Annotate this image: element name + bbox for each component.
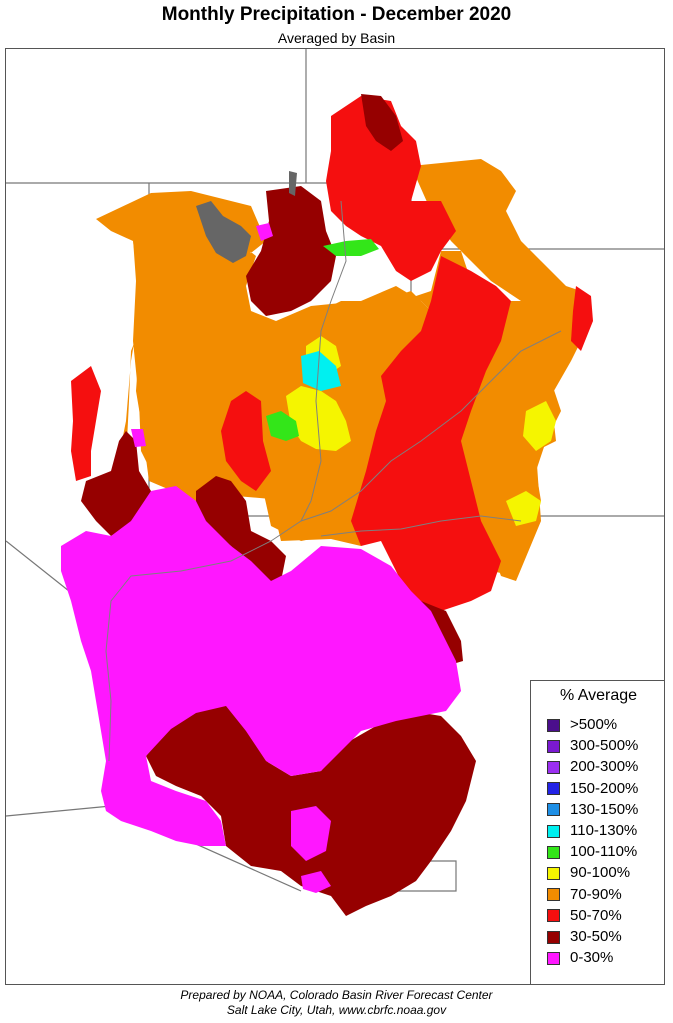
legend-label: 200-300% — [570, 758, 639, 776]
legend-label: 70-90% — [570, 885, 622, 903]
legend-label: 300-500% — [570, 737, 639, 755]
legend-swatch — [547, 866, 560, 880]
legend-item: 110-130% — [547, 822, 637, 840]
legend-item: >500% — [547, 716, 617, 734]
legend-label: 90-100% — [570, 864, 631, 882]
legend-item: 0-30% — [547, 949, 613, 967]
basin-co-orange — [411, 159, 586, 576]
basin-red-west — [71, 366, 101, 481]
no-data-lake — [196, 201, 251, 263]
basin-cyan — [301, 351, 341, 391]
legend-label: 50-70% — [570, 906, 622, 924]
legend-swatch — [547, 718, 560, 732]
legend-item: 100-110% — [547, 843, 637, 861]
map-title: Monthly Precipitation - December 2020 — [161, 4, 512, 25]
legend-swatch — [547, 909, 560, 923]
legend-label: 30-50% — [570, 928, 622, 945]
river-lower-colorado — [105, 520, 302, 762]
basin-darkred-west — [81, 431, 151, 536]
basin-red-central — [221, 391, 271, 491]
legend-title: % Average — [559, 687, 638, 704]
legend-swatch — [547, 782, 560, 796]
legend-swatch — [547, 803, 560, 817]
legend-swatch — [547, 888, 560, 902]
basin-green-central — [266, 411, 299, 441]
legend-label: 150-200% — [570, 779, 639, 797]
basin-darkred-north — [361, 94, 403, 151]
legend-item: 70-90% — [547, 886, 622, 904]
legend-item: 90-100% — [547, 864, 630, 882]
credit-line-1: Prepared by NOAA, Colorado Basin River F… — [180, 988, 493, 1002]
legend-label: 0-30% — [570, 949, 614, 967]
legend-label: >500% — [570, 716, 618, 733]
legend-label: 100-110% — [570, 843, 638, 861]
border-arizona-mexico-west — [6, 805, 112, 817]
basin-ut-orange-main — [131, 196, 431, 541]
map-subtitle: Averaged by Basin — [277, 30, 396, 46]
basin-map — [6, 49, 664, 916]
legend-item: 130-150% — [547, 801, 638, 819]
rivers — [105, 200, 562, 762]
map-frame — [5, 48, 665, 985]
legend-item: 30-50% — [547, 928, 622, 946]
basin-magenta-west — [131, 429, 146, 447]
legend-swatch — [547, 930, 560, 944]
river-san-juan — [320, 515, 522, 537]
legend-swatch — [547, 951, 560, 965]
legend-swatch — [547, 739, 560, 753]
legend-item: 150-200% — [547, 780, 638, 798]
basin-magenta-tip — [301, 871, 331, 893]
river-green — [300, 200, 347, 522]
basin-yellow-central — [286, 386, 351, 451]
legend-swatch — [547, 824, 560, 838]
basin-magenta-south — [61, 486, 461, 846]
legend: % Average >500% 300-500% 200-300% 150-200% 1… — [530, 680, 665, 985]
basin-yellow-se — [506, 491, 541, 526]
basin-red-north — [326, 96, 456, 281]
basin-yellow-east — [523, 401, 556, 451]
river-colorado — [300, 330, 562, 522]
basin-green-north — [323, 239, 379, 256]
basin-magenta-north — [256, 223, 273, 241]
basin-darkred-mid — [196, 476, 286, 581]
legend-label: 110-130% — [570, 822, 638, 839]
legend-label: 130-150% — [570, 800, 639, 818]
legend-item: 50-70% — [547, 907, 622, 925]
basin-darkred-wasatch — [246, 186, 336, 316]
basins — [61, 94, 593, 916]
basin-red-right-edge — [571, 286, 593, 351]
legend-swatch — [547, 760, 560, 774]
legend-item: 200-300% — [547, 758, 638, 776]
basin-magenta-small — [291, 806, 331, 861]
no-data-lake-small — [289, 171, 297, 196]
legend-swatch — [547, 845, 560, 859]
legend-item: 300-500% — [547, 737, 638, 755]
credit-line-2: Salt Lake City, Utah, www.cbrfc.noaa.gov — [226, 1003, 447, 1017]
